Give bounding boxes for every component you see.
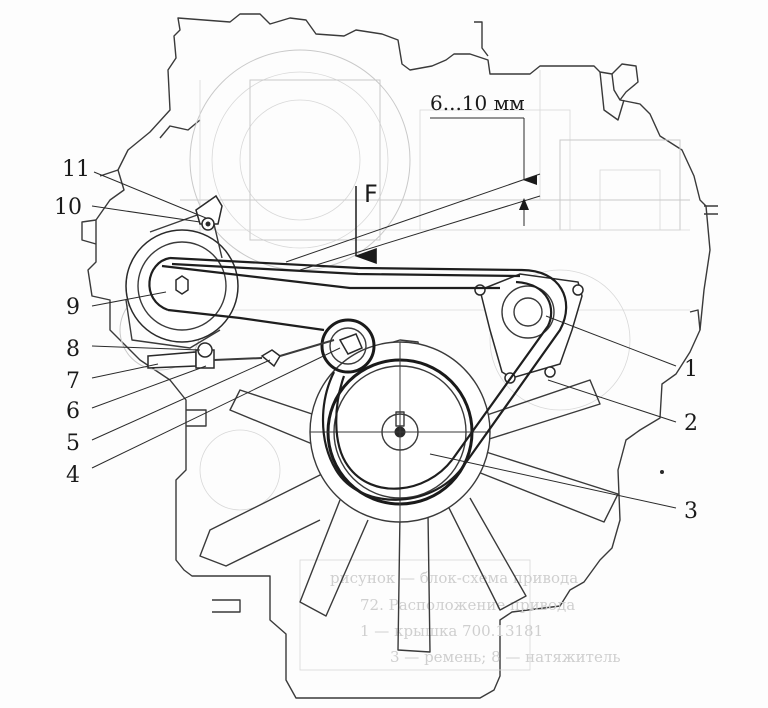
leader-lines [91,171,677,509]
callout-8: 8 [66,337,80,362]
callout-11: 11 [62,157,90,182]
dimension-label: 6...10 мм [430,91,525,115]
callout-10: 10 [54,195,82,220]
svg-text:рисунок — блок-схема привода: рисунок — блок-схема привода [330,569,578,587]
water-pump [474,273,584,384]
force-label: F [364,180,378,208]
svg-text:1 — крышка 700.13181: 1 — крышка 700.13181 [360,622,543,640]
stray-dot [660,470,664,474]
adjusting-rod [147,339,335,369]
alternator [125,213,239,349]
watermark-text: рисунок — блок-схема привода 72. Располо… [330,569,621,666]
deflection-dimension: 6...10 мм [285,91,541,271]
idler-pulley [320,318,376,374]
callout-9: 9 [66,295,80,320]
callout-4: 4 [66,463,80,488]
callout-2: 2 [684,411,698,436]
callout-6: 6 [66,399,80,424]
callout-1: 1 [684,357,698,382]
svg-text:72. Расположение привода: 72. Расположение привода [360,596,575,614]
svg-text:3 — ремень; 8 — натяжитель: 3 — ремень; 8 — натяжитель [390,648,621,666]
callout-numbers: 1 2 3 4 5 6 7 8 9 10 11 [54,157,698,524]
callout-7: 7 [66,369,80,394]
fan-hub-pulley [309,341,491,523]
engine-housing [81,13,718,699]
callout-3: 3 [684,499,698,524]
drive-belts [148,256,568,501]
force-arrow: F [354,180,378,264]
callout-5: 5 [66,431,80,456]
